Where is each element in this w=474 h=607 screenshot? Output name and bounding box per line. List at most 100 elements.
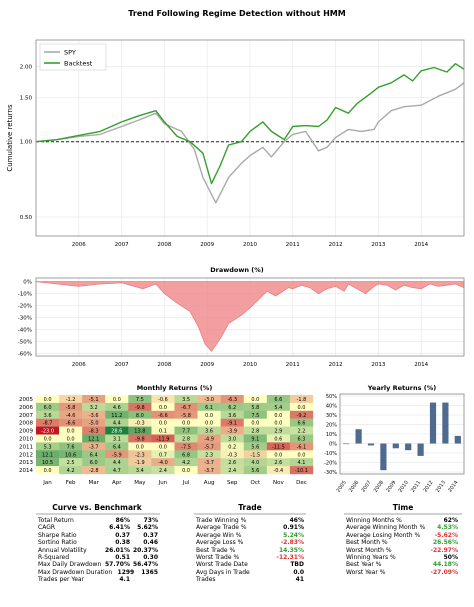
heatmap-cell-value: -6.3 bbox=[227, 397, 237, 403]
heatmap-cell bbox=[105, 418, 129, 427]
heatmap-cell-value: 0.0 bbox=[205, 421, 213, 427]
heatmap-year-label: 2013 bbox=[19, 460, 33, 466]
drawdown-x-tick-label: 2010 bbox=[243, 362, 257, 368]
yearly-y-tick-label: 30% bbox=[326, 413, 337, 419]
heatmap-cell-value: -23.0 bbox=[41, 429, 54, 435]
heatmap-cell-value: 6.1 bbox=[205, 405, 213, 411]
metric-label: Sortino Ratio bbox=[38, 539, 77, 547]
heatmap-year-label: 2012 bbox=[19, 452, 33, 458]
drawdown-y-tick-label: -40% bbox=[18, 328, 32, 334]
metric-label: Trades per Year bbox=[38, 576, 85, 584]
main-x-tick-label: 2007 bbox=[115, 242, 129, 248]
drawdown-x-tick-label: 2013 bbox=[371, 362, 385, 368]
heatmap-cell-value: -0.3 bbox=[227, 452, 237, 458]
heatmap-cell bbox=[59, 410, 83, 419]
heatmap-cell bbox=[174, 466, 198, 475]
heatmap-cell-value: 7.5 bbox=[136, 397, 144, 403]
table-row: Annual Volatility 26.01% 20.37% bbox=[38, 547, 158, 554]
heatmap-month-label: Oct bbox=[251, 480, 261, 486]
heatmap-cell-value: 4.4 bbox=[113, 421, 121, 427]
heatmap-cell bbox=[220, 434, 244, 443]
heatmap-cell bbox=[243, 458, 268, 467]
heatmap-cell-value: 7.7 bbox=[182, 429, 190, 435]
table-row: CAGR 6.41% 5.62% bbox=[38, 524, 158, 531]
heatmap-cell bbox=[151, 434, 175, 443]
heatmap-cell bbox=[243, 426, 268, 435]
drawdown-x-tick-label: 2014 bbox=[414, 362, 428, 368]
heatmap-cell-value: -5.8 bbox=[66, 405, 76, 411]
heatmap-cell bbox=[220, 458, 244, 467]
curve-vs-benchmark-table: Total Return 86% 73% CAGR 6.41% 5.62% Sharpe R… bbox=[38, 517, 158, 584]
heatmap-cell bbox=[174, 426, 198, 435]
heatmap-month-label: Feb bbox=[66, 480, 76, 486]
strategy-value: 26.01% bbox=[105, 546, 130, 554]
trade-table: Trade Winning % 46% Average Trade % 0.91% Av… bbox=[196, 517, 304, 584]
heatmap-cell-value: 13.8 bbox=[134, 429, 145, 435]
heatmap-cell-value: -0.4 bbox=[273, 468, 283, 474]
table-row: Average Winning Month % 4.53% bbox=[346, 524, 458, 531]
table-row: Worst Trade % -12.31% bbox=[196, 554, 304, 561]
heatmap-cell bbox=[151, 426, 175, 435]
heatmap-cell-value: 0.0 bbox=[274, 421, 282, 427]
table-row: Worst Year % -27.09% bbox=[346, 569, 458, 576]
heatmap-cell-value: -6.6 bbox=[158, 413, 168, 419]
metric-value: 46% bbox=[289, 517, 304, 524]
metric-label: Best Trade % bbox=[196, 546, 236, 554]
heatmap-cell-value: 0.0 bbox=[297, 405, 305, 411]
heatmap-cell bbox=[243, 402, 268, 411]
heatmap-cell bbox=[128, 450, 152, 459]
heatmap-cell-value: -1.8 bbox=[297, 397, 307, 403]
heatmap-month-label: Dec bbox=[296, 480, 307, 486]
legend-label: Backtest bbox=[64, 60, 93, 68]
heatmap-cell bbox=[266, 450, 291, 459]
heatmap-cell-value: -3.7 bbox=[204, 468, 214, 474]
metric-value: 0.0 bbox=[293, 568, 304, 576]
heatmap-cell bbox=[266, 466, 291, 475]
heatmap-cell bbox=[36, 434, 60, 443]
metric-label: Average Winning Month % bbox=[346, 524, 426, 532]
heatmap-cell-value: -9.1 bbox=[227, 421, 237, 427]
heatmap-cell-value: -8.7 bbox=[43, 421, 53, 427]
heatmap-cell bbox=[266, 458, 291, 467]
heatmap-cell-value: 0.0 bbox=[159, 444, 167, 450]
benchmark-value: 0.37 bbox=[143, 531, 158, 539]
heatmap-cell-value: 0.2 bbox=[228, 444, 236, 450]
heatmap-cell-value: 6.0 bbox=[90, 460, 98, 466]
table-row: Sortino Ratio 0.38 0.46 bbox=[38, 539, 158, 546]
yearly-x-tick-label: 2009 bbox=[385, 480, 397, 494]
heatmap-month-label: Jul bbox=[182, 480, 190, 486]
drawdown-x-tick-label: 2007 bbox=[115, 362, 129, 368]
heatmap-cell bbox=[197, 402, 221, 411]
heatmap-month-label: Jan bbox=[42, 480, 52, 486]
heatmap-cell bbox=[266, 402, 291, 411]
benchmark-value: 1365 bbox=[141, 568, 158, 576]
table-row: Avg Days in Trade 0.0 bbox=[196, 569, 304, 576]
heatmap-cell-value: 6.4 bbox=[113, 444, 121, 450]
heatmap-cell bbox=[151, 418, 175, 427]
strategy-value: 0.37 bbox=[115, 531, 130, 539]
heatmap-cell-value: 6.8 bbox=[182, 452, 190, 458]
heatmap-cell bbox=[243, 410, 268, 419]
heatmap-cell bbox=[105, 426, 129, 435]
table-row: Best Month % 26.56% bbox=[346, 539, 458, 546]
yearly-x-tick-label: 2011 bbox=[410, 480, 422, 494]
time-table-title: Time bbox=[393, 503, 414, 512]
heatmap-cell-value: -2.8 bbox=[89, 468, 99, 474]
heatmap-cell bbox=[82, 410, 106, 419]
heatmap-cell bbox=[59, 434, 83, 443]
heatmap-cell bbox=[197, 395, 221, 404]
heatmap-cell bbox=[128, 410, 152, 419]
heatmap-cell bbox=[289, 418, 314, 427]
heatmap-cell-value: -10.1 bbox=[295, 468, 308, 474]
heatmap-cell-value: 4.0 bbox=[251, 460, 259, 466]
heatmap-cell-value: -9.2 bbox=[297, 413, 307, 419]
heatmap-cell-value: 2.4 bbox=[159, 468, 167, 474]
heatmap-cell-value: 0.0 bbox=[251, 397, 259, 403]
heatmap-cell bbox=[197, 434, 221, 443]
heatmap-cell bbox=[36, 418, 60, 427]
heatmap-cell-value: -3.9 bbox=[227, 429, 237, 435]
heatmap-cell bbox=[105, 410, 129, 419]
heatmap-cell-value: 9.1 bbox=[251, 436, 259, 442]
heatmap-cell bbox=[82, 442, 106, 451]
heatmap-cell-value: -7.5 bbox=[181, 444, 191, 450]
